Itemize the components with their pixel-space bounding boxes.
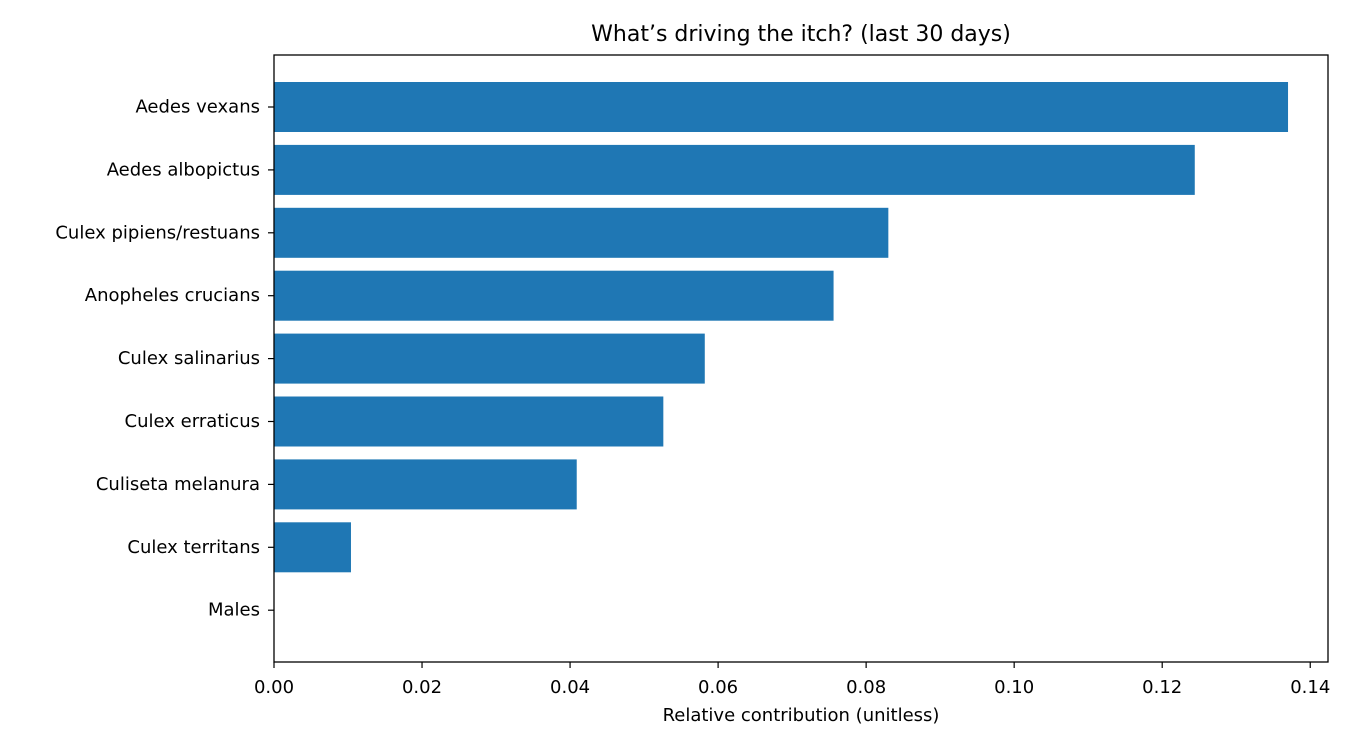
y-tick-label: Aedes albopictus: [107, 159, 260, 180]
x-tick-label: 0.04: [550, 677, 590, 698]
bar-culex-salinarius: [274, 333, 705, 384]
y-tick-label: Culex pipiens/restuans: [55, 222, 260, 243]
bar-culex-territans: [274, 522, 351, 573]
x-tick-label: 0.08: [846, 677, 886, 698]
x-tick-label: 0.02: [402, 677, 442, 698]
bar-aedes-vexans: [274, 82, 1289, 132]
plot-frame: [273, 54, 1329, 663]
bar-culex-pipiens-restuans: [274, 207, 889, 258]
chart-title: What’s driving the itch? (last 30 days): [591, 22, 1011, 47]
bar-culiseta-melanura: [274, 459, 577, 510]
x-axis-label: Relative contribution (unitless): [663, 705, 940, 726]
bar-anopheles-crucians: [274, 270, 834, 321]
y-tick-label: Males: [208, 600, 260, 621]
x-tick-label: 0.10: [994, 677, 1034, 698]
y-tick-label: Culiseta melanura: [96, 474, 260, 495]
y-tick-label: Culex territans: [127, 537, 260, 558]
x-tick-label: 0.12: [1142, 677, 1182, 698]
x-tick-label: 0.14: [1290, 677, 1330, 698]
y-axis: Aedes vexans Aedes albopictus Culex pipien…: [55, 97, 274, 621]
y-tick-label: Anopheles crucians: [85, 285, 260, 306]
y-tick-label: Culex salinarius: [118, 348, 260, 369]
bar-aedes-albopictus: [274, 144, 1195, 195]
x-tick-label: 0.06: [698, 677, 738, 698]
x-tick-label: 0.00: [254, 677, 294, 698]
bar-culex-erraticus: [274, 396, 664, 447]
x-axis: 0.00 0.02 0.04 0.06 0.08 0.10 0.12 0.14: [254, 662, 1330, 698]
y-tick-label: Culex erraticus: [125, 411, 260, 432]
bars-group: [274, 82, 1289, 573]
y-tick-label: Aedes vexans: [135, 97, 260, 118]
